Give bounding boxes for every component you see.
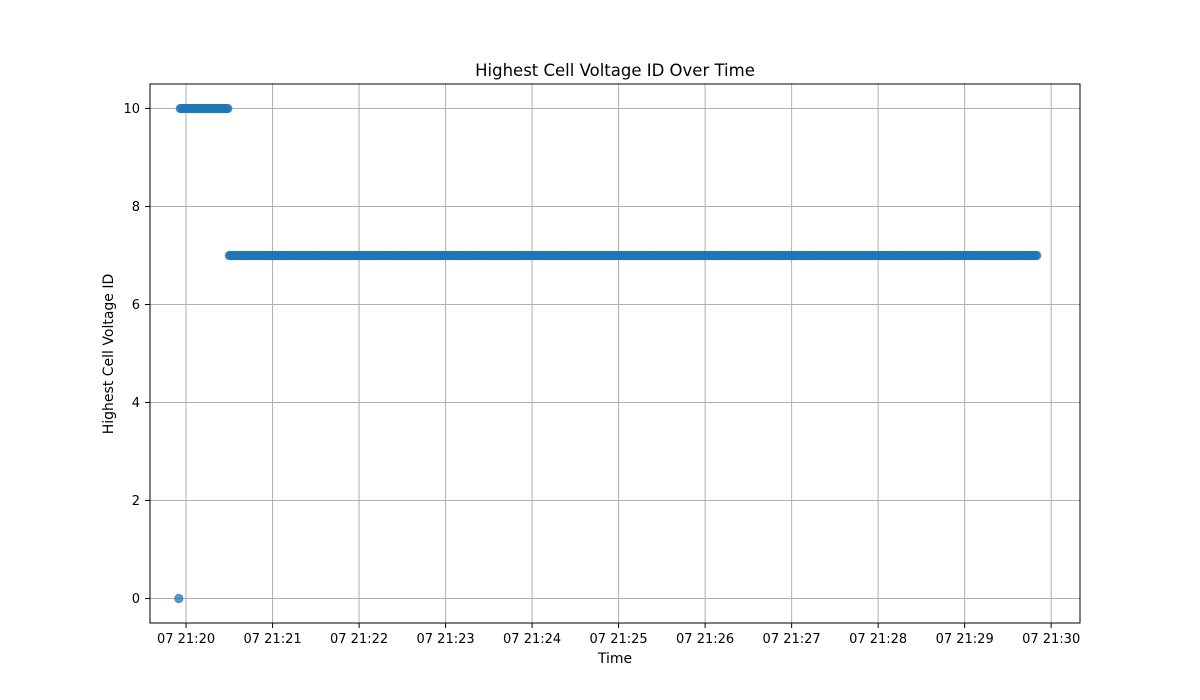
y-axis-ticks: 0 2 4 6 8 10	[123, 102, 150, 607]
y-tick-label: 4	[132, 396, 140, 411]
y-tick-label: 8	[132, 200, 140, 215]
x-tick-label: 07 21:24	[503, 632, 561, 647]
x-tick-label: 07 21:22	[330, 632, 388, 647]
chart-title: Highest Cell Voltage ID Over Time	[475, 61, 755, 80]
x-tick-label: 07 21:20	[157, 632, 215, 647]
y-tick-label: 0	[132, 592, 140, 607]
y-tick-label: 6	[132, 298, 140, 313]
grid	[150, 84, 1080, 623]
y-tick-label: 2	[132, 494, 140, 509]
x-tick-label: 07 21:23	[417, 632, 475, 647]
y-axis-title: Highest Cell Voltage ID	[101, 274, 117, 435]
x-tick-label: 07 21:30	[1022, 632, 1080, 647]
x-axis-ticks: 07 21:20 07 21:21 07 21:22 07 21:23 07 21:24…	[157, 623, 1080, 647]
x-tick-label: 07 21:26	[676, 632, 734, 647]
data-point	[223, 103, 233, 114]
x-axis-title: Time	[597, 651, 632, 667]
plot-area-frame	[149, 83, 1081, 624]
x-tick-label: 07 21:29	[936, 632, 994, 647]
y-tick-label: 10	[123, 102, 140, 117]
data-point	[1032, 250, 1042, 261]
x-tick-label: 07 21:25	[590, 632, 648, 647]
x-tick-label: 07 21:27	[763, 632, 821, 647]
x-tick-label: 07 21:21	[243, 632, 301, 647]
data-points	[174, 103, 1042, 604]
data-point	[174, 593, 184, 604]
x-tick-label: 07 21:28	[849, 632, 907, 647]
